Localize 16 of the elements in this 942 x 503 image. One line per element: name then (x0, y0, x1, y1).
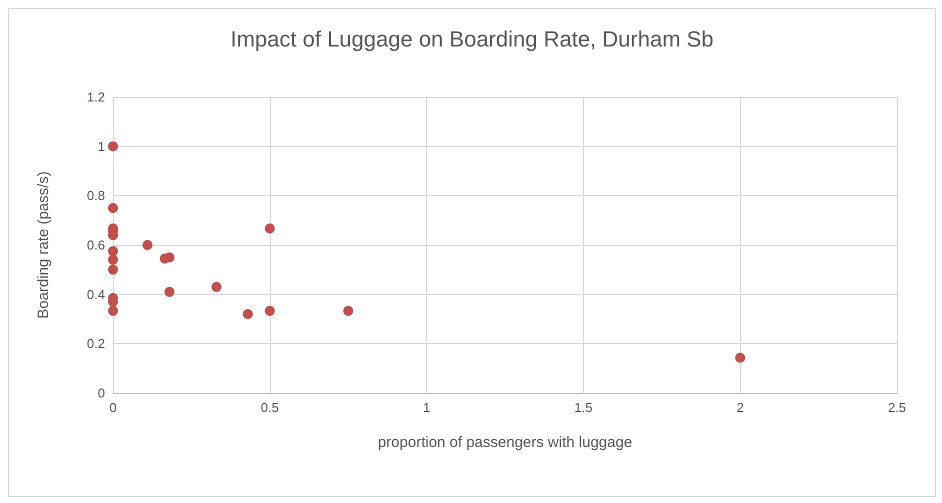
x-tick-label: 0 (109, 400, 117, 415)
y-tick-label: 1 (98, 138, 105, 154)
x-tick-label: 2.5 (888, 400, 906, 415)
y-tick-label: 0.8 (86, 188, 105, 204)
y-axis-title: Boarding rate (pass/s) (35, 171, 52, 319)
y-tick-label: 0.2 (86, 336, 105, 352)
x-tick-label: 0.5 (260, 400, 279, 415)
x-tick-label: 1.5 (574, 400, 592, 415)
y-tick-label: 0.4 (86, 286, 105, 302)
x-tick-label: 2 (736, 400, 744, 415)
y-tick-label: 1.2 (86, 90, 105, 104)
x-tick-label: 1 (422, 400, 430, 415)
y-tick-label: 0.6 (86, 238, 105, 252)
chart-title: Impact of Luggage on Boarding Rate, Durham Sb (230, 26, 714, 52)
x-axis-title: proportion of passengers with luggage (378, 434, 632, 451)
y-tick-label: 0 (98, 386, 105, 400)
